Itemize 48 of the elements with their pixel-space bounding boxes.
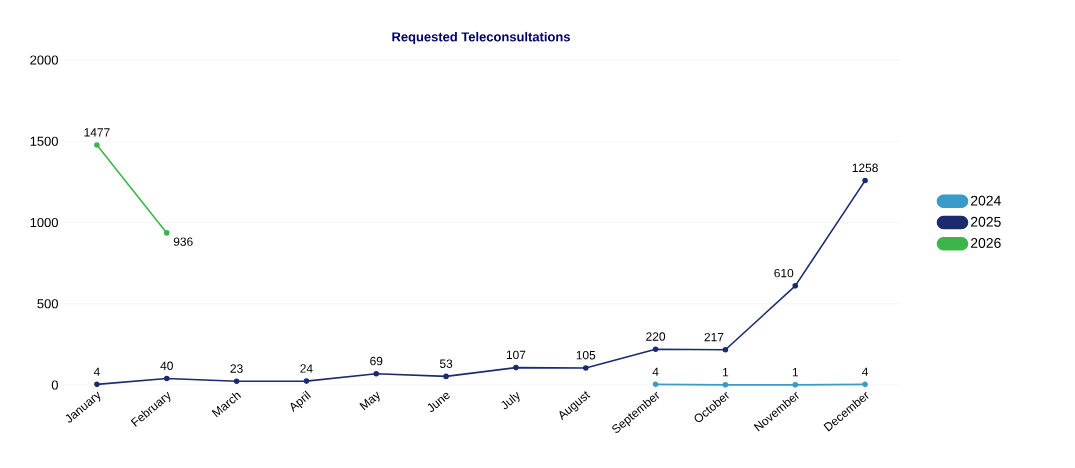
data-label: 936 [173,237,193,246]
data-label: 4 [652,367,659,376]
y-tick-label: 1000 [30,217,58,228]
point [652,381,659,388]
point [792,382,799,388]
data-label: 610 [774,268,794,278]
data-label: 4 [93,367,100,376]
point [163,375,170,382]
y-tick-label: 2000 [30,55,58,65]
point [722,382,729,388]
data-label: 105 [576,350,596,360]
data-label: 217 [704,332,724,342]
point [163,230,170,236]
point [582,365,589,371]
data-label: 4 [862,367,869,376]
point [513,364,519,371]
x-tick-label: May [359,391,380,411]
data-label: 1 [792,368,798,377]
point [862,177,868,184]
point [94,142,100,148]
point [303,378,310,384]
point [792,283,799,289]
data-label: 53 [439,359,453,368]
x-tick-label: June [427,392,450,412]
legend-label: 2026 [971,238,1001,248]
data-label: 24 [300,364,313,373]
legend-label: 2024 [971,195,1001,206]
data-label: 220 [646,332,666,341]
point [233,378,240,385]
point [862,381,868,388]
y-tick-label: 0 [51,380,58,390]
data-label: 69 [370,356,383,366]
point [373,370,380,377]
data-label: 40 [160,361,173,370]
x-tick-label: July [501,391,520,410]
y-tick-label: 1500 [30,136,58,146]
point [722,346,729,353]
point [443,373,449,380]
data-label: 23 [230,364,243,373]
chart-title: Requested Teleconsultations [392,31,570,44]
point [652,346,659,353]
y-tick-label: 500 [37,299,58,309]
point [94,381,100,388]
legend-label: 2025 [971,216,1001,227]
data-label: 107 [506,350,526,360]
data-label: 1258 [852,163,878,173]
data-label: 1 [723,368,729,377]
data-label: 1477 [84,128,110,137]
